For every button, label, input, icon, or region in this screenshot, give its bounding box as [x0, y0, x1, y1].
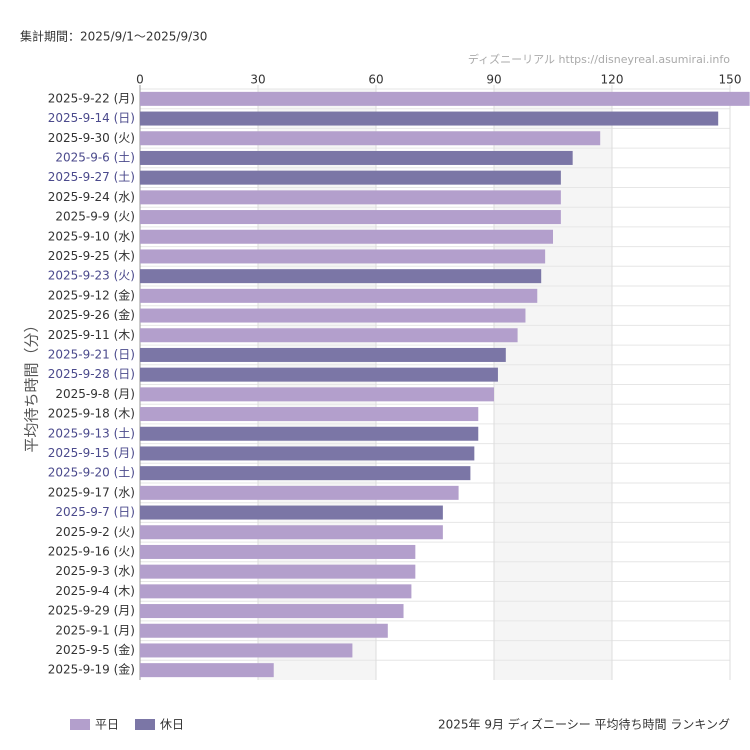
y-tick-label: 2025-9-2 (火)	[55, 525, 135, 539]
legend-label: 休日	[160, 718, 184, 732]
legend-label: 平日	[95, 718, 119, 732]
y-tick-label: 2025-9-15 (月)	[48, 446, 135, 460]
x-tick-label: 0	[136, 73, 144, 87]
bar	[140, 150, 573, 165]
y-tick-label: 2025-9-9 (火)	[55, 210, 135, 224]
bar	[140, 466, 471, 481]
y-tick-label: 2025-9-8 (月)	[55, 387, 135, 401]
chart-title: 2025年 9月 ディズニーシー 平均待ち時間 ランキング	[438, 717, 730, 732]
bar	[140, 111, 719, 126]
legend-swatch	[70, 719, 90, 730]
y-tick-label: 2025-9-23 (火)	[48, 269, 135, 283]
bar	[140, 170, 561, 185]
bar	[140, 544, 416, 559]
bar	[140, 505, 443, 520]
y-tick-label: 2025-9-24 (水)	[48, 190, 135, 204]
source: ディズニーリアル https://disneyreal.asumirai.inf…	[468, 52, 730, 66]
x-tick-label: 120	[601, 73, 624, 87]
y-tick-label: 2025-9-25 (木)	[48, 249, 135, 263]
bar	[140, 269, 542, 284]
y-tick-label: 2025-9-21 (日)	[48, 347, 135, 361]
y-tick-label: 2025-9-18 (木)	[48, 407, 135, 421]
bar	[140, 210, 561, 225]
bar	[140, 623, 388, 638]
bar	[140, 604, 404, 619]
y-tick-label: 2025-9-30 (火)	[48, 131, 135, 145]
bar	[140, 249, 546, 264]
y-tick-label: 2025-9-7 (日)	[55, 505, 135, 519]
bar	[140, 643, 353, 658]
bar	[140, 328, 518, 343]
y-tick-label: 2025-9-27 (土)	[48, 170, 135, 184]
x-tick-label: 30	[250, 73, 265, 87]
y-tick-label: 2025-9-3 (水)	[55, 564, 135, 578]
y-tick-label: 2025-9-4 (木)	[55, 584, 135, 598]
bar	[140, 229, 553, 244]
bar	[140, 190, 561, 205]
bar	[140, 525, 443, 540]
y-tick-label: 2025-9-20 (土)	[48, 466, 135, 480]
y-tick-label: 2025-9-17 (水)	[48, 485, 135, 499]
x-tick-label: 90	[486, 73, 501, 87]
bar	[140, 131, 601, 146]
bar	[140, 407, 479, 422]
y-tick-label: 2025-9-13 (土)	[48, 426, 135, 440]
bar	[140, 446, 475, 461]
bar	[140, 663, 274, 678]
y-tick-label: 2025-9-11 (木)	[48, 328, 135, 342]
y-tick-label: 2025-9-12 (金)	[48, 287, 135, 302]
y-tick-label: 2025-9-19 (金)	[48, 662, 135, 677]
bar	[140, 367, 498, 382]
x-tick-label: 60	[368, 73, 383, 87]
y-tick-label: 2025-9-10 (水)	[48, 229, 135, 243]
bar	[140, 347, 506, 362]
bar	[140, 584, 412, 599]
bar	[140, 426, 479, 441]
y-axis-label: 平均待ち時間（分）	[23, 317, 41, 452]
y-tick-label: 2025-9-28 (日)	[48, 367, 135, 381]
y-tick-label: 2025-9-5 (金)	[55, 642, 135, 657]
bar	[140, 308, 526, 323]
x-tick-label: 150	[719, 73, 742, 87]
y-tick-label: 2025-9-16 (火)	[48, 544, 135, 558]
y-tick-label: 2025-9-6 (土)	[55, 150, 135, 164]
subtitle: 集計期間：2025/9/1～2025/9/30	[20, 29, 207, 44]
bar	[140, 288, 538, 303]
y-tick-label: 2025-9-22 (月)	[48, 91, 135, 105]
y-tick-label: 2025-9-29 (月)	[48, 604, 135, 618]
y-tick-label: 2025-9-26 (金)	[48, 307, 135, 322]
y-tick-label: 2025-9-14 (日)	[48, 111, 135, 125]
y-tick-label: 2025-9-1 (月)	[55, 623, 135, 637]
bar	[140, 485, 459, 500]
bar	[140, 564, 416, 579]
bar	[140, 387, 494, 402]
bar	[140, 91, 750, 106]
legend-swatch	[135, 719, 155, 730]
